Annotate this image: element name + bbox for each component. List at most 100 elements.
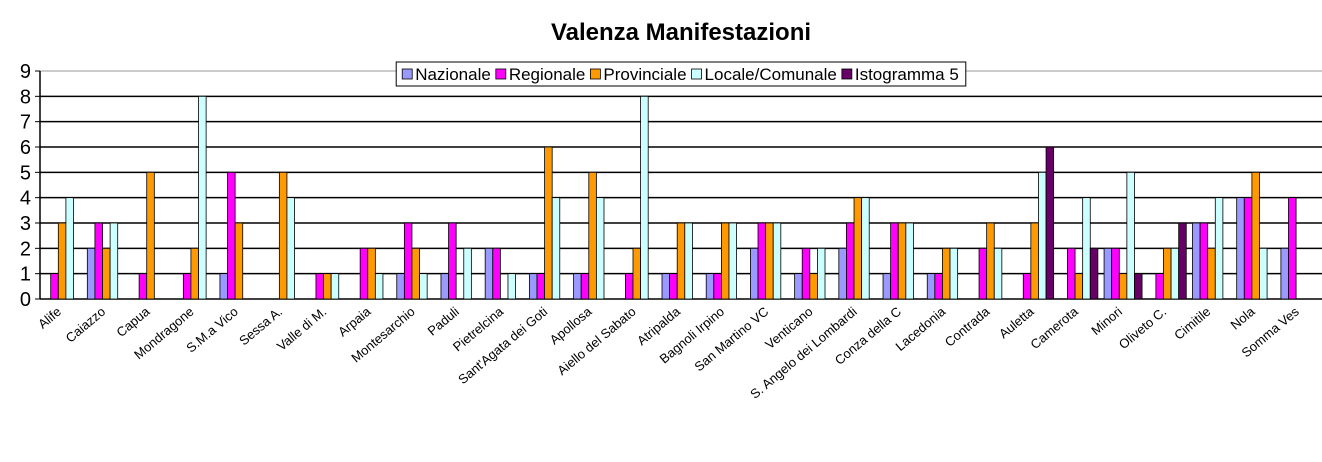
x-tick-label: Aiello del Sabato (554, 304, 638, 378)
bar (411, 247, 420, 300)
bar (838, 247, 847, 300)
bar (1207, 247, 1216, 300)
bar (942, 247, 951, 300)
bar (1089, 247, 1099, 300)
bar (367, 247, 376, 300)
bar (1170, 247, 1180, 300)
bar (1038, 171, 1047, 300)
bar (219, 273, 228, 300)
bar (315, 273, 324, 300)
legend-swatch (401, 68, 413, 80)
bar (1118, 273, 1128, 300)
bar (757, 222, 767, 300)
bar (728, 222, 738, 300)
bar (65, 197, 74, 300)
bar (809, 273, 818, 300)
bar (419, 273, 428, 300)
bar (1111, 247, 1120, 300)
chart-title: Valenza Manifestazioni (551, 19, 811, 46)
bar (684, 222, 693, 300)
bar (146, 171, 155, 300)
bar (669, 273, 678, 300)
bar (86, 247, 96, 300)
bar (993, 247, 1003, 300)
bar (234, 222, 244, 300)
legend-swatch (589, 68, 601, 80)
bar (528, 273, 538, 300)
legend-label: Nazionale (415, 65, 491, 84)
bar (57, 222, 67, 300)
bar (750, 247, 759, 300)
legend: Nazionale Regionale Provinciale Locale/Comu… (395, 61, 967, 87)
y-tick-label: 9 (20, 61, 31, 83)
y-tick-label: 6 (20, 137, 31, 159)
bar (661, 273, 670, 300)
bar (190, 247, 199, 300)
bar (1288, 197, 1297, 300)
bar (1163, 247, 1172, 300)
legend-label: Provinciale (603, 65, 686, 84)
bar (817, 247, 826, 300)
bar (890, 222, 899, 300)
x-tick-label: Capua (113, 303, 153, 340)
bar (138, 273, 148, 300)
bar (853, 197, 863, 300)
bar (772, 222, 782, 300)
bar (949, 247, 959, 300)
bar (1030, 222, 1039, 300)
bar (359, 247, 369, 300)
y-tick-label: 0 (20, 289, 31, 311)
bar (1243, 197, 1253, 300)
bar (1103, 247, 1113, 300)
bar (624, 273, 634, 300)
x-tick-label: Auletta (996, 303, 1037, 341)
x-tick-label: Lacedonia (893, 303, 949, 354)
bar (484, 247, 494, 300)
legend-label: Regionale (509, 65, 586, 84)
bar (721, 222, 730, 300)
bar (440, 273, 449, 300)
y-tick-label: 3 (20, 213, 31, 235)
bar (544, 146, 553, 300)
bar (1126, 171, 1135, 300)
bars (50, 95, 1297, 300)
bar (109, 222, 119, 300)
bar (507, 273, 516, 300)
bar (227, 171, 236, 300)
y-tick-label: 2 (20, 238, 31, 260)
bar (1280, 247, 1289, 300)
bar (713, 273, 722, 300)
legend-swatch (495, 68, 507, 80)
bar (1251, 171, 1260, 300)
bar (536, 273, 545, 300)
bar (1022, 273, 1032, 300)
legend-label: Istogramma 5 (855, 65, 959, 84)
bar (580, 273, 590, 300)
bar (882, 273, 892, 300)
legend-box (395, 61, 967, 87)
x-tick-label: Alife (35, 304, 64, 332)
bar (396, 273, 405, 300)
bar (986, 222, 995, 300)
bar (403, 222, 413, 300)
bar (905, 222, 914, 300)
bar (1134, 273, 1143, 300)
bar (588, 171, 597, 300)
legend-swatch (841, 68, 853, 80)
x-tick-label: Arpaia (335, 303, 374, 339)
bar (463, 247, 472, 300)
bar (286, 197, 295, 300)
bar (1178, 222, 1187, 300)
bar (1155, 273, 1164, 300)
bar (330, 273, 340, 300)
bar (705, 273, 715, 300)
bar (1074, 273, 1084, 300)
bar (198, 95, 207, 300)
y-tick-label: 5 (20, 162, 31, 184)
bar (676, 222, 686, 300)
bar (448, 222, 457, 300)
x-tick-label: Paduli (425, 304, 462, 339)
bar (846, 222, 855, 300)
x-tick-label: Contrada (942, 303, 993, 349)
